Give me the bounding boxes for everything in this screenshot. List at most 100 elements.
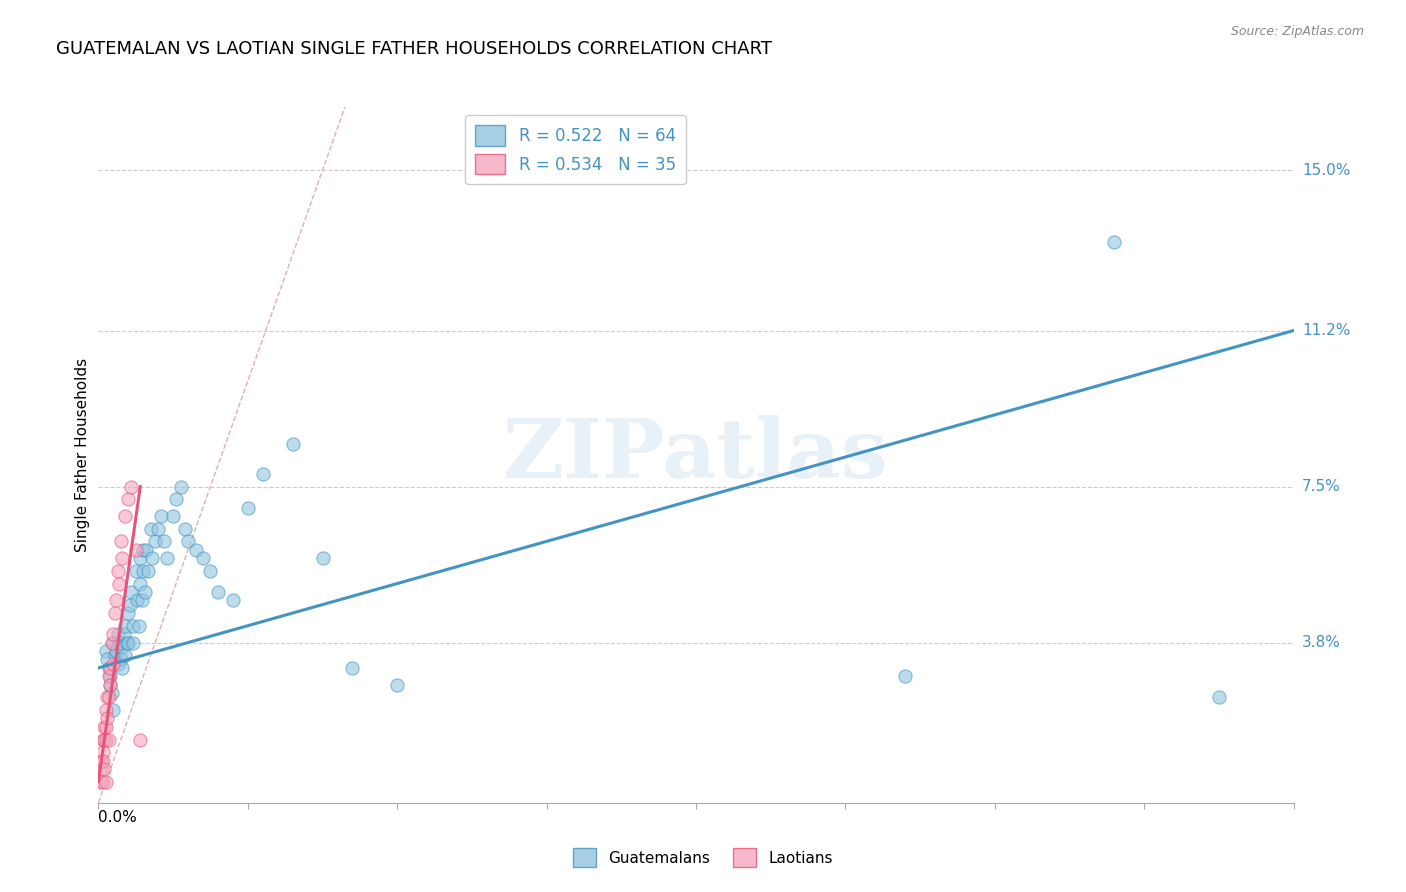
Point [97, 669, 120, 683]
Point [96, 652, 118, 666]
Point [125, 542, 148, 557]
Point [111, 551, 134, 566]
Point [103, 635, 125, 649]
Point [115, 635, 138, 649]
Point [94, 644, 117, 658]
Point [139, 522, 162, 536]
Point [94, 732, 117, 747]
Point [281, 437, 304, 451]
Point [117, 606, 139, 620]
Point [385, 678, 409, 692]
Point [114, 618, 136, 632]
Point [342, 661, 364, 675]
Text: 7.5%: 7.5% [1302, 479, 1340, 494]
Point [129, 732, 152, 747]
Point [162, 509, 184, 524]
Point [94, 703, 117, 717]
Point [1208, 690, 1230, 705]
Point [97, 690, 120, 705]
Point [165, 492, 187, 507]
Text: GUATEMALAN VS LAOTIAN SINGLE FATHER HOUSEHOLDS CORRELATION CHART: GUATEMALAN VS LAOTIAN SINGLE FATHER HOUS… [56, 40, 772, 58]
Point [90, 762, 112, 776]
Point [222, 593, 245, 607]
Point [98, 678, 122, 692]
Point [94, 720, 117, 734]
Point [252, 467, 274, 481]
Point [98, 661, 122, 675]
Point [98, 678, 122, 692]
Point [1104, 235, 1126, 249]
Point [117, 492, 139, 507]
Point [110, 652, 132, 666]
Point [150, 509, 173, 524]
Point [127, 593, 149, 607]
Point [108, 576, 131, 591]
Point [120, 585, 142, 599]
Point [91, 732, 114, 747]
Point [118, 598, 141, 612]
Point [108, 635, 131, 649]
Point [91, 745, 114, 759]
Point [121, 618, 143, 632]
Point [134, 585, 156, 599]
Point [136, 564, 159, 578]
Legend: R = 0.522   N = 64, R = 0.534   N = 35: R = 0.522 N = 64, R = 0.534 N = 35 [465, 115, 686, 185]
Y-axis label: Single Father Households: Single Father Households [75, 358, 90, 552]
Point [129, 551, 152, 566]
Point [97, 661, 120, 675]
Point [107, 627, 129, 641]
Point [131, 593, 153, 607]
Point [110, 534, 132, 549]
Point [174, 522, 197, 536]
Point [135, 542, 157, 557]
Point [96, 690, 118, 705]
Point [177, 534, 200, 549]
Point [101, 686, 124, 700]
Point [97, 732, 120, 747]
Point [141, 551, 163, 566]
Point [91, 754, 114, 768]
Point [93, 762, 115, 776]
Text: Source: ZipAtlas.com: Source: ZipAtlas.com [1230, 25, 1364, 38]
Point [93, 720, 115, 734]
Point [169, 479, 191, 493]
Point [143, 534, 166, 549]
Point [117, 635, 139, 649]
Point [894, 669, 917, 683]
Point [121, 635, 143, 649]
Point [191, 551, 214, 566]
Point [129, 576, 152, 591]
Point [111, 640, 134, 654]
Point [107, 564, 129, 578]
Point [148, 522, 170, 536]
Point [125, 564, 148, 578]
Point [132, 564, 155, 578]
Point [98, 669, 122, 683]
Point [96, 711, 118, 725]
Point [90, 774, 112, 789]
Text: 0.0%: 0.0% [98, 810, 138, 825]
Point [90, 754, 112, 768]
Point [103, 657, 125, 671]
Point [153, 534, 176, 549]
Point [93, 732, 115, 747]
Point [184, 542, 207, 557]
Text: ZIPatlas: ZIPatlas [503, 415, 889, 495]
Point [105, 644, 128, 658]
Point [114, 509, 136, 524]
Text: 3.8%: 3.8% [1302, 635, 1341, 650]
Point [110, 635, 132, 649]
Point [200, 564, 222, 578]
Point [105, 593, 128, 607]
Point [91, 774, 114, 789]
Legend: Guatemalans, Laotians: Guatemalans, Laotians [567, 842, 839, 873]
Point [104, 606, 127, 620]
Point [156, 551, 179, 566]
Point [103, 703, 125, 717]
Point [128, 618, 150, 632]
Point [311, 551, 333, 566]
Text: 15.0%: 15.0% [1302, 163, 1350, 178]
Point [114, 648, 136, 663]
Point [207, 585, 229, 599]
Point [107, 657, 129, 671]
